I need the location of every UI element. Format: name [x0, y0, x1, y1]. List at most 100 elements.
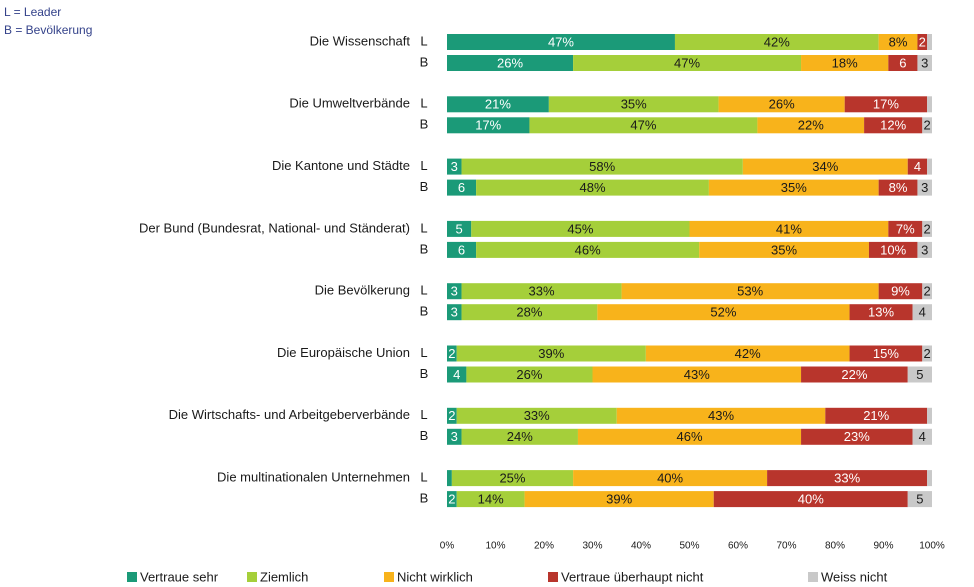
x-tick-label: 70% — [776, 541, 796, 552]
value-label: 2 — [448, 408, 455, 423]
bar-segment — [917, 55, 932, 71]
bar-segment — [577, 428, 802, 445]
value-label: 46% — [575, 242, 601, 257]
value-label: 33% — [834, 471, 860, 486]
bar-segment — [597, 304, 850, 321]
value-label: 13% — [868, 305, 894, 320]
bar-segment — [801, 366, 908, 383]
bar-segment — [849, 345, 923, 362]
bar-segment — [447, 34, 675, 50]
bar-segment — [757, 117, 865, 134]
bar-segment — [573, 470, 768, 487]
x-tick-label: 90% — [873, 541, 893, 552]
bar-segment — [471, 220, 690, 237]
bar-segment — [878, 34, 918, 50]
value-label: 45% — [567, 221, 593, 236]
bar-segment — [447, 117, 530, 134]
bar-segment — [742, 158, 908, 175]
value-label: 47% — [548, 34, 574, 49]
value-label: 42% — [735, 346, 761, 361]
x-tick-label: 20% — [534, 541, 554, 552]
value-label: 22% — [798, 118, 824, 133]
legend-label: Nicht wirklich — [397, 569, 473, 584]
row-label: L — [420, 220, 427, 235]
x-tick-label: 0% — [440, 541, 455, 552]
bar-segment — [447, 345, 457, 362]
bar-segment — [907, 158, 928, 175]
legend-swatch — [127, 572, 137, 582]
bar-segment — [927, 34, 932, 50]
value-label: 21% — [863, 408, 889, 423]
bar-segment — [456, 345, 646, 362]
value-label: 26% — [497, 55, 523, 70]
value-label: 21% — [485, 97, 511, 112]
value-label: 34% — [812, 159, 838, 174]
bar-segment — [447, 470, 452, 487]
row-label: B — [420, 366, 429, 381]
value-label: 41% — [776, 221, 802, 236]
value-label: 33% — [524, 408, 550, 423]
value-label: 6 — [458, 180, 465, 195]
bar-segment — [674, 34, 879, 50]
value-label: 17% — [475, 118, 501, 133]
bar-segment — [447, 283, 462, 300]
annotation: L = Leader — [4, 5, 61, 19]
value-label: 2 — [924, 221, 931, 236]
bar-segment — [888, 220, 923, 237]
annotation: B = Bevölkerung — [4, 23, 92, 37]
value-label: 40% — [657, 471, 683, 486]
value-label: 25% — [499, 471, 525, 486]
value-label: 58% — [589, 159, 615, 174]
value-label: 28% — [516, 305, 542, 320]
value-label: 3 — [451, 159, 458, 174]
legend-swatch — [384, 572, 394, 582]
legend-swatch — [247, 572, 257, 582]
value-label: 10% — [880, 242, 906, 257]
value-label: 3 — [451, 305, 458, 320]
bar-segment — [447, 55, 574, 71]
bar-segment — [456, 407, 617, 424]
value-label: 8% — [889, 180, 908, 195]
bar-segment — [917, 241, 932, 258]
bar-segment — [844, 96, 928, 113]
row-label: B — [420, 304, 429, 319]
bar-segment — [825, 407, 928, 424]
legend-swatch — [548, 572, 558, 582]
value-label: 8% — [889, 34, 908, 49]
group-label: Die Bevölkerung — [315, 283, 410, 298]
bar-segment — [907, 366, 932, 383]
bar-segment — [927, 407, 932, 424]
value-label: 46% — [676, 429, 702, 444]
bar-segment — [922, 345, 932, 362]
bar-segment — [878, 283, 923, 300]
bar-segment — [907, 491, 932, 508]
bar-segment — [922, 117, 932, 134]
value-label: 47% — [674, 55, 700, 70]
value-label: 9% — [891, 284, 910, 299]
value-label: 5 — [456, 221, 463, 236]
legend-label: Weiss nicht — [821, 569, 888, 584]
value-label: 6 — [458, 242, 465, 257]
value-label: 3 — [921, 180, 928, 195]
value-label: 3 — [451, 284, 458, 299]
bar-segment — [917, 34, 928, 50]
bar-segment — [922, 220, 932, 237]
bar-segment — [466, 366, 593, 383]
value-label: 2 — [924, 284, 931, 299]
legend-swatch — [808, 572, 818, 582]
value-label: 42% — [764, 34, 790, 49]
bar-segment — [524, 491, 714, 508]
bar-segment — [447, 304, 462, 321]
bar-segment — [461, 304, 598, 321]
row-label: L — [420, 158, 427, 173]
value-label: 39% — [606, 492, 632, 507]
value-label: 5 — [916, 492, 923, 507]
value-label: 2 — [448, 492, 455, 507]
x-tick-label: 60% — [728, 541, 748, 552]
value-label: 35% — [621, 97, 647, 112]
bar-segment — [447, 428, 462, 445]
value-label: 39% — [538, 346, 564, 361]
value-label: 47% — [630, 118, 656, 133]
value-label: 23% — [844, 429, 870, 444]
value-label: 14% — [478, 492, 504, 507]
